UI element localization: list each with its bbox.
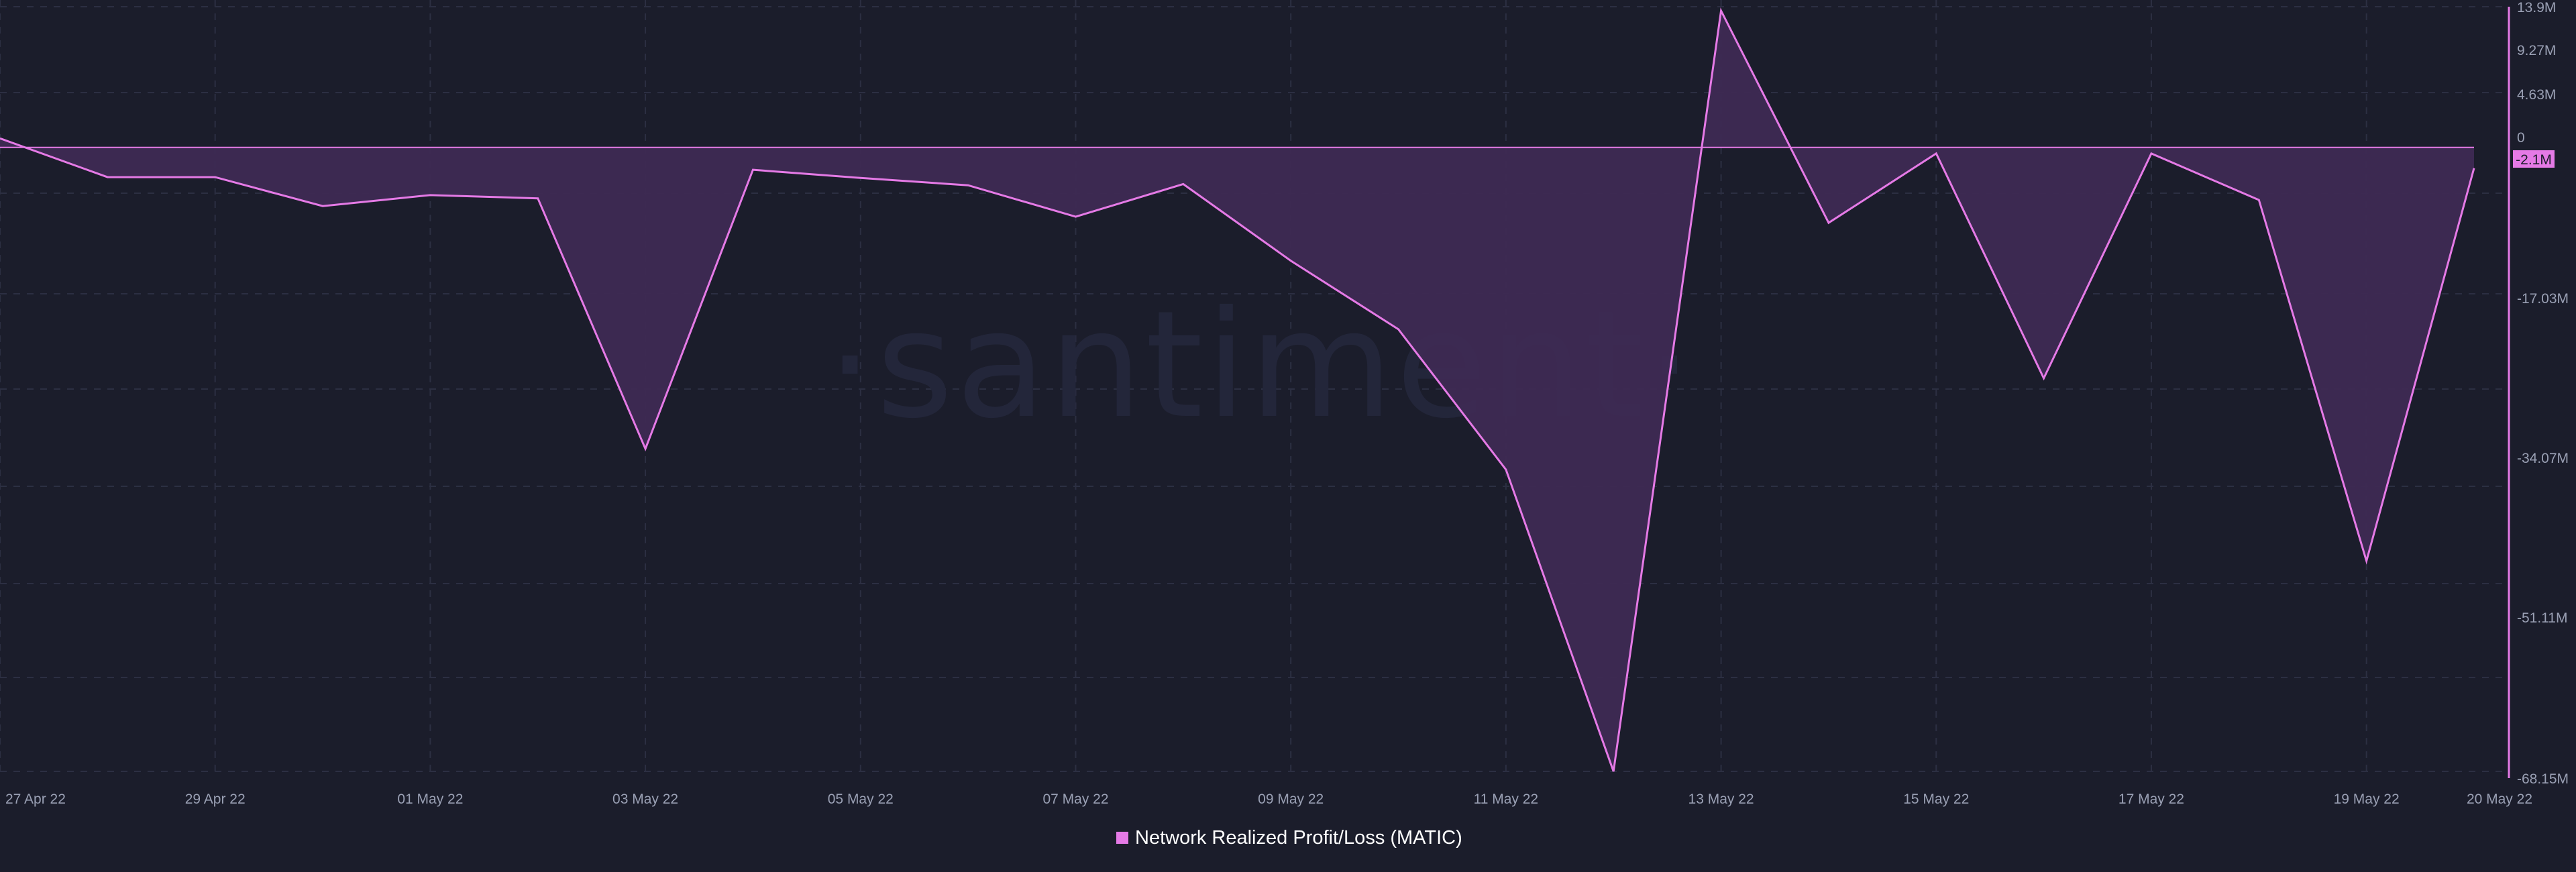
data-point[interactable] xyxy=(428,193,432,197)
series-line[interactable] xyxy=(0,7,2475,772)
data-point[interactable] xyxy=(751,168,755,172)
series-area xyxy=(0,11,2474,771)
data-point[interactable] xyxy=(1719,9,1723,13)
data-point[interactable] xyxy=(859,176,863,180)
data-point[interactable] xyxy=(1181,182,1185,186)
x-tick-label: 19 May 22 xyxy=(2334,792,2400,807)
plot-layer xyxy=(0,7,2476,773)
data-point[interactable] xyxy=(1289,259,1293,263)
x-tick-label: 11 May 22 xyxy=(1474,792,1539,807)
data-point[interactable] xyxy=(321,204,325,208)
current-value-badge xyxy=(2513,150,2555,168)
data-point[interactable] xyxy=(1827,221,1831,225)
data-point[interactable] xyxy=(2042,376,2046,380)
x-tick-label: 15 May 22 xyxy=(1903,792,1969,807)
current-value-label: -2.1M xyxy=(2516,152,2552,168)
x-tick-label: 05 May 22 xyxy=(828,792,894,807)
data-point[interactable] xyxy=(1397,327,1401,331)
grid-layer xyxy=(0,0,2504,772)
x-tick-label: 09 May 22 xyxy=(1258,792,1324,807)
data-point[interactable] xyxy=(643,447,647,451)
data-point[interactable] xyxy=(213,175,217,179)
data-point[interactable] xyxy=(105,175,109,179)
data-point[interactable] xyxy=(1611,769,1615,773)
data-point[interactable] xyxy=(2472,166,2476,170)
data-point[interactable] xyxy=(1934,152,1938,156)
y-tick-label: -17.03M xyxy=(2517,291,2569,307)
y-tick-label: -68.15M xyxy=(2517,771,2569,787)
data-point[interactable] xyxy=(2257,198,2261,202)
y-tick-label: -51.11M xyxy=(2517,610,2567,626)
x-tick-label: 20 May 22 xyxy=(2467,792,2532,807)
data-point[interactable] xyxy=(966,183,970,187)
data-point[interactable] xyxy=(1504,468,1508,472)
x-tick-label: 17 May 22 xyxy=(2118,792,2184,807)
x-tick-label: 29 Apr 22 xyxy=(185,792,246,807)
y-tick-label: 9.27M xyxy=(2517,43,2556,58)
y-tick-label: 4.63M xyxy=(2517,87,2556,103)
axis-layer: 13.9M 9.27M 4.63M 0 -17.03M -34.07M -51.11M -68… xyxy=(5,0,2569,807)
legend[interactable]: Network Realized Profit/Loss (MATIC) xyxy=(1116,827,1462,849)
data-point[interactable] xyxy=(2149,152,2153,156)
data-point[interactable] xyxy=(536,197,540,201)
x-tick-label: 27 Apr 22 xyxy=(5,792,66,807)
legend-swatch xyxy=(1116,832,1128,844)
x-tick-label: 13 May 22 xyxy=(1688,792,1754,807)
x-tick-label: 07 May 22 xyxy=(1042,792,1108,807)
x-tick-label: 03 May 22 xyxy=(612,792,678,807)
y-tick-label: -34.07M xyxy=(2517,451,2569,466)
y-tick-label: 0 xyxy=(2517,130,2525,146)
data-point[interactable] xyxy=(1073,215,1077,219)
data-point[interactable] xyxy=(2365,559,2369,563)
y-tick-label: 13.9M xyxy=(2517,0,2556,15)
x-tick-label: 01 May 22 xyxy=(397,792,463,807)
legend-label: Network Realized Profit/Loss (MATIC) xyxy=(1135,827,1462,849)
